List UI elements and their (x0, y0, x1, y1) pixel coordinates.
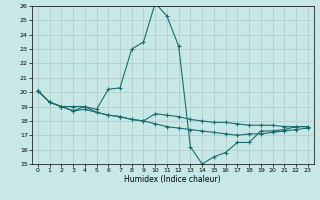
X-axis label: Humidex (Indice chaleur): Humidex (Indice chaleur) (124, 175, 221, 184)
